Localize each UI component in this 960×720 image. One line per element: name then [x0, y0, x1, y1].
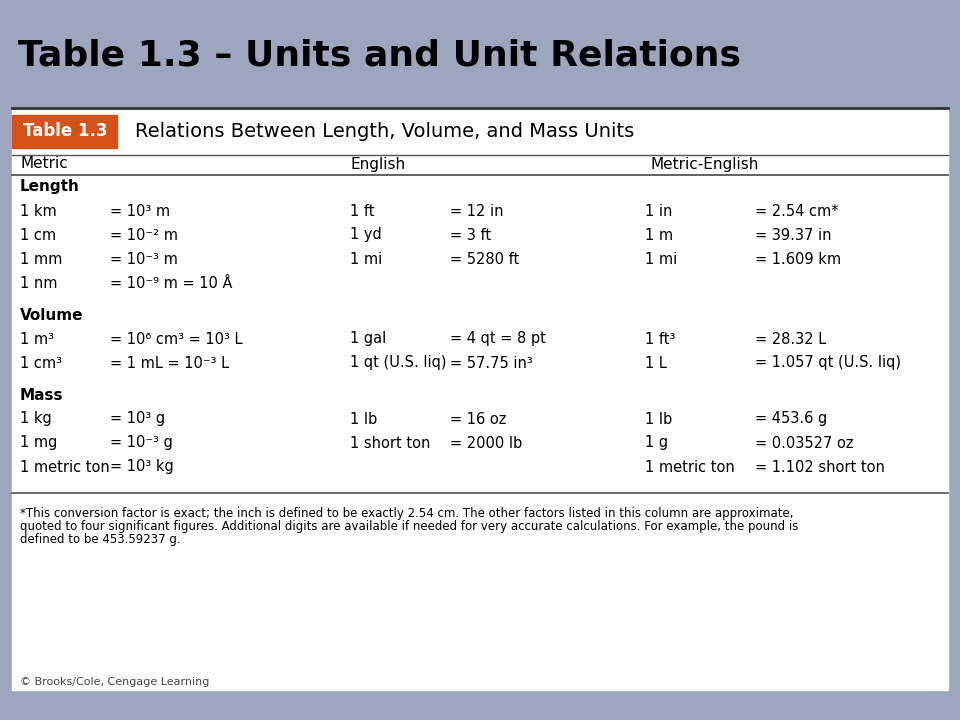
- Text: Volume: Volume: [20, 307, 84, 323]
- Text: 1 metric ton: 1 metric ton: [20, 459, 109, 474]
- Text: = 57.75 in³: = 57.75 in³: [450, 356, 533, 371]
- Bar: [12, 115, 117, 148]
- Text: = 12 in: = 12 in: [450, 204, 503, 218]
- Text: 1 gal: 1 gal: [350, 331, 386, 346]
- Text: = 1 mL = 10⁻³ L: = 1 mL = 10⁻³ L: [110, 356, 229, 371]
- Text: 1 ft: 1 ft: [350, 204, 374, 218]
- Text: = 28.32 L: = 28.32 L: [755, 331, 827, 346]
- Text: = 1.609 km: = 1.609 km: [755, 251, 841, 266]
- Text: Table 1.3 – Units and Unit Relations: Table 1.3 – Units and Unit Relations: [18, 38, 741, 72]
- Text: 1 cm: 1 cm: [20, 228, 56, 243]
- Text: quoted to four significant figures. Additional digits are available if needed fo: quoted to four significant figures. Addi…: [20, 520, 799, 533]
- Text: = 5280 ft: = 5280 ft: [450, 251, 519, 266]
- Text: 1 cm³: 1 cm³: [20, 356, 62, 371]
- Text: 1 m: 1 m: [645, 228, 673, 243]
- Text: = 10⁻⁹ m = 10 Å: = 10⁻⁹ m = 10 Å: [110, 276, 232, 290]
- Text: English: English: [350, 156, 405, 171]
- Text: 1 lb: 1 lb: [645, 412, 672, 426]
- Text: *This conversion factor is exact; the inch is defined to be exactly 2.54 cm. The: *This conversion factor is exact; the in…: [20, 507, 794, 520]
- Text: 1 km: 1 km: [20, 204, 57, 218]
- Text: 1 L: 1 L: [645, 356, 667, 371]
- Text: 1 qt (U.S. liq): 1 qt (U.S. liq): [350, 356, 446, 371]
- Text: 1 mm: 1 mm: [20, 251, 62, 266]
- Text: defined to be 453.59237 g.: defined to be 453.59237 g.: [20, 533, 180, 546]
- Text: = 2.54 cm*: = 2.54 cm*: [755, 204, 839, 218]
- Text: Metric-English: Metric-English: [650, 156, 758, 171]
- Text: = 4 qt = 8 pt: = 4 qt = 8 pt: [450, 331, 546, 346]
- Text: = 10⁻³ g: = 10⁻³ g: [110, 436, 173, 451]
- Text: 1 ft³: 1 ft³: [645, 331, 676, 346]
- Text: = 1.102 short ton: = 1.102 short ton: [755, 459, 885, 474]
- Text: = 453.6 g: = 453.6 g: [755, 412, 828, 426]
- Text: Relations Between Length, Volume, and Mass Units: Relations Between Length, Volume, and Ma…: [135, 122, 635, 141]
- Text: 1 mg: 1 mg: [20, 436, 58, 451]
- Text: = 10⁶ cm³ = 10³ L: = 10⁶ cm³ = 10³ L: [110, 331, 243, 346]
- Bar: [12, 108, 948, 690]
- Text: = 10³ kg: = 10³ kg: [110, 459, 174, 474]
- Text: 1 kg: 1 kg: [20, 412, 52, 426]
- Text: = 0.03527 oz: = 0.03527 oz: [755, 436, 853, 451]
- Text: = 1.057 qt (U.S. liq): = 1.057 qt (U.S. liq): [755, 356, 901, 371]
- Text: = 16 oz: = 16 oz: [450, 412, 506, 426]
- Text: 1 nm: 1 nm: [20, 276, 58, 290]
- Text: 1 m³: 1 m³: [20, 331, 54, 346]
- Text: Metric: Metric: [20, 156, 68, 171]
- Text: Table 1.3: Table 1.3: [23, 122, 108, 140]
- Text: = 10⁻² m: = 10⁻² m: [110, 228, 178, 243]
- Text: 1 short ton: 1 short ton: [350, 436, 430, 451]
- Text: 1 yd: 1 yd: [350, 228, 382, 243]
- Text: © Brooks/Cole, Cengage Learning: © Brooks/Cole, Cengage Learning: [20, 677, 209, 687]
- Text: = 39.37 in: = 39.37 in: [755, 228, 831, 243]
- Text: = 10³ g: = 10³ g: [110, 412, 165, 426]
- Text: = 10⁻³ m: = 10⁻³ m: [110, 251, 178, 266]
- Text: = 2000 lb: = 2000 lb: [450, 436, 522, 451]
- Text: 1 in: 1 in: [645, 204, 672, 218]
- Text: = 10³ m: = 10³ m: [110, 204, 170, 218]
- Text: = 3 ft: = 3 ft: [450, 228, 492, 243]
- Text: 1 lb: 1 lb: [350, 412, 377, 426]
- Text: Length: Length: [20, 179, 80, 194]
- Text: 1 mi: 1 mi: [350, 251, 382, 266]
- Text: 1 metric ton: 1 metric ton: [645, 459, 734, 474]
- Text: 1 g: 1 g: [645, 436, 668, 451]
- Text: 1 mi: 1 mi: [645, 251, 677, 266]
- Text: Mass: Mass: [20, 387, 63, 402]
